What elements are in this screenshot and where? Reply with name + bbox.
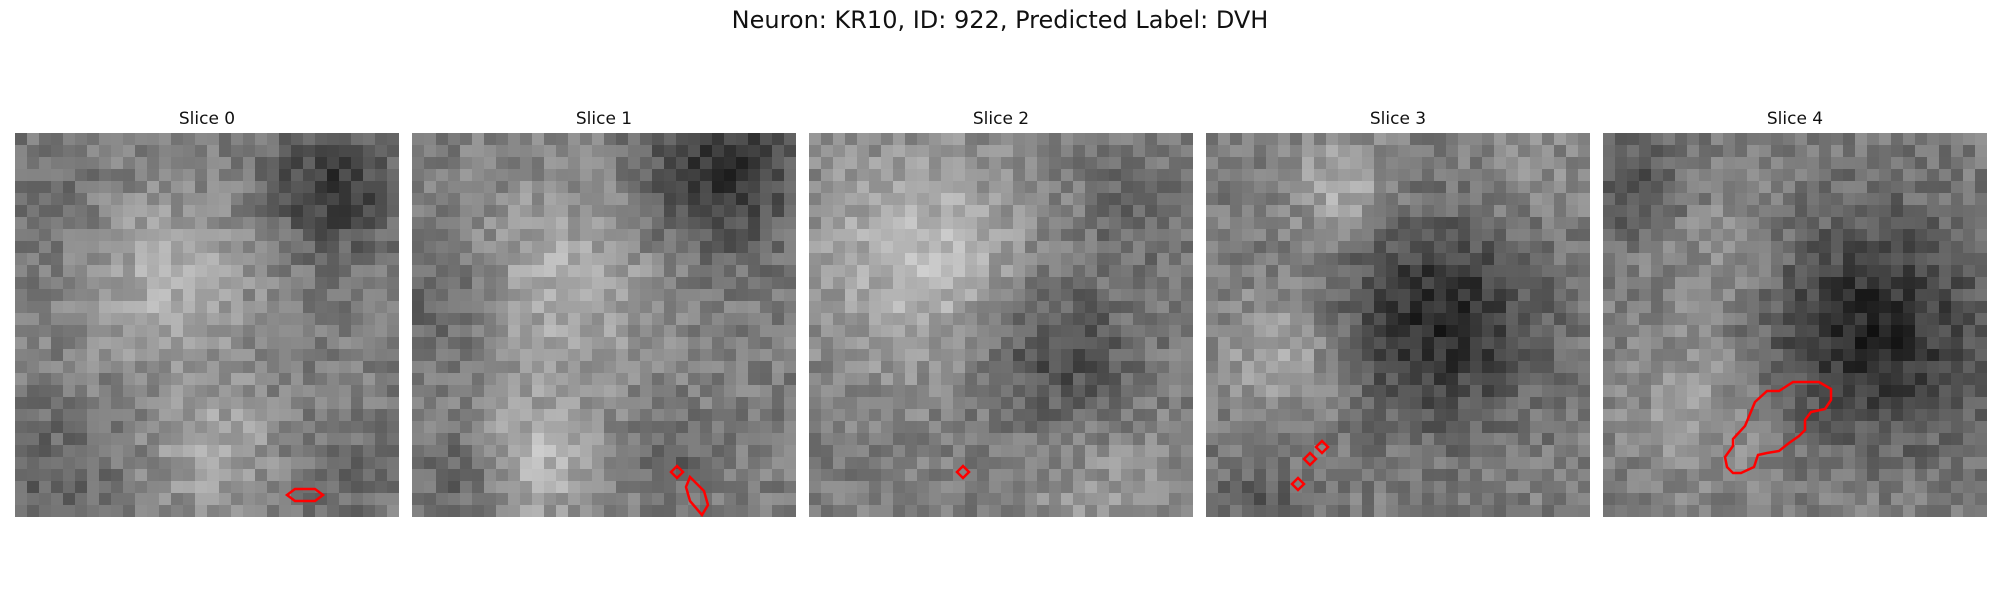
roi-contour (1290, 476, 1306, 492)
roi-contour (955, 464, 971, 480)
panel-slice-2 (809, 133, 1193, 517)
microscopy-image-slice-3 (1206, 133, 1590, 517)
panel-slice-4 (1603, 133, 1987, 517)
panel-title-slice-0: Slice 0 (178, 109, 236, 129)
roi-contour (1302, 451, 1318, 467)
panel-slice-0 (15, 133, 399, 517)
panel-slice-1 (412, 133, 796, 517)
panel-slice-3 (1206, 133, 1590, 517)
roi-contour (684, 474, 710, 517)
microscopy-image-slice-0 (15, 133, 399, 517)
panel-title-slice-2: Slice 2 (972, 109, 1030, 129)
microscopy-image-slice-2 (809, 133, 1193, 517)
roi-contour (1314, 439, 1330, 455)
roi-contour (1723, 380, 1833, 475)
panel-title-slice-1: Slice 1 (575, 109, 633, 129)
panel-title-slice-4: Slice 4 (1766, 109, 1824, 129)
microscopy-image-slice-4 (1603, 133, 1987, 517)
roi-contour (669, 464, 685, 480)
panel-title-slice-3: Slice 3 (1369, 109, 1427, 129)
roi-contour (284, 487, 326, 503)
figure-title: Neuron: KR10, ID: 922, Predicted Label: … (731, 6, 1269, 34)
microscopy-image-slice-1 (412, 133, 796, 517)
